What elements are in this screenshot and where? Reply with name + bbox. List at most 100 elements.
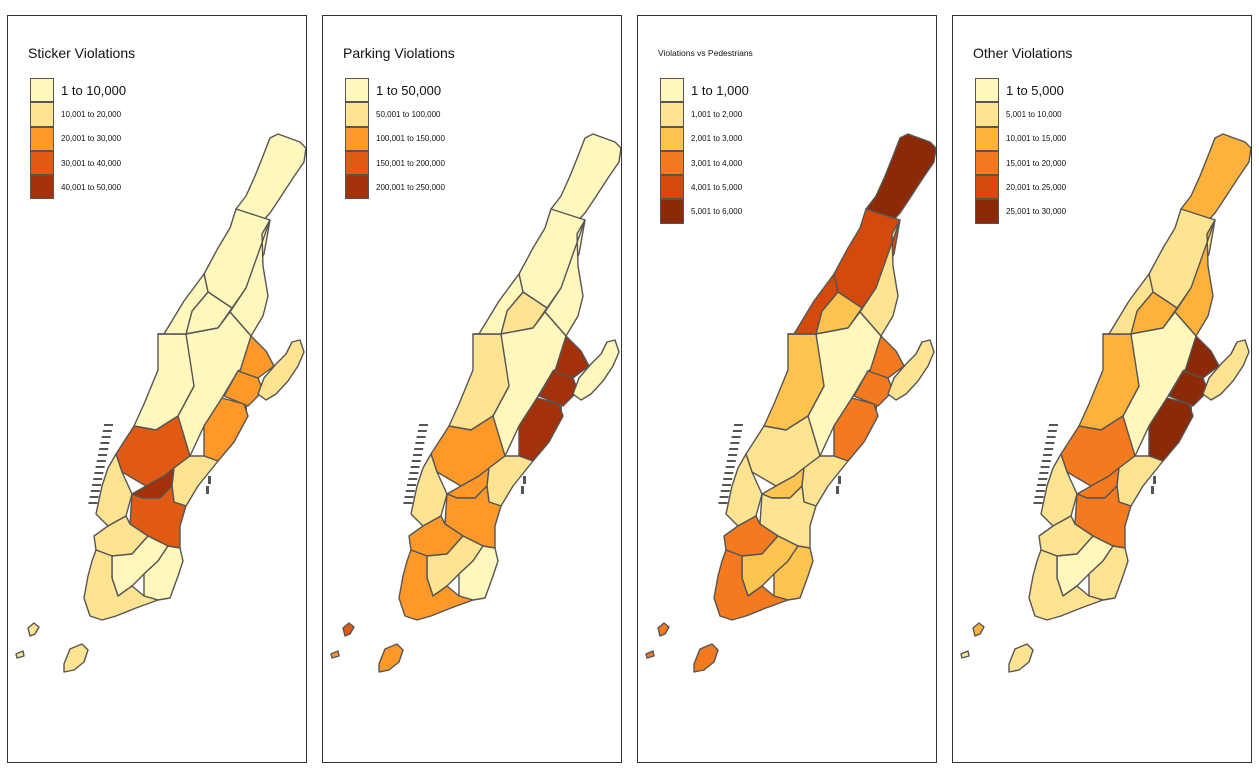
legend-swatch <box>660 150 684 176</box>
pier-mark <box>89 496 99 498</box>
legend-label: 3,001 to 4,000 <box>691 158 743 168</box>
legend-item: 1 to 10,000 <box>30 78 127 103</box>
region-upper-east <box>229 219 271 337</box>
legend-swatch <box>975 102 999 127</box>
legend-item: 15,001 to 20,000 <box>975 150 1066 176</box>
legend-item: 1 to 1,000 <box>660 78 749 103</box>
legend-swatch <box>30 175 54 200</box>
pier-mark <box>413 454 422 456</box>
legend-label: 1 to 10,000 <box>61 82 127 98</box>
region-islet2 <box>15 650 25 659</box>
pier-mark <box>414 448 424 450</box>
legend-label: 1 to 1,000 <box>691 82 749 98</box>
pier-mark <box>1043 454 1052 456</box>
legend-label: 50,001 to 100,000 <box>376 109 441 119</box>
pier-mark <box>100 442 110 444</box>
pier-mark <box>1040 466 1050 468</box>
legend-label: 40,001 to 50,000 <box>61 182 122 192</box>
legend-item: 1,001 to 2,000 <box>660 102 749 127</box>
pier-mark <box>102 430 112 432</box>
region-roosevelt <box>257 339 305 401</box>
pier-mark <box>1034 496 1044 498</box>
region-uws <box>787 273 839 335</box>
legend-swatch <box>345 78 369 103</box>
legend-label: 20,001 to 30,000 <box>61 134 122 144</box>
pier-mark <box>729 448 739 450</box>
legend-item: 25,001 to 30,000 <box>975 199 1066 224</box>
pier-mark <box>88 502 98 504</box>
legend-item: 200,001 to 250,000 <box>345 175 445 200</box>
legend-swatch <box>975 78 999 103</box>
legend-swatch <box>30 78 54 103</box>
pier-mark <box>730 442 740 444</box>
region-fidi <box>1028 549 1104 621</box>
pier-mark <box>1044 448 1054 450</box>
pier-mark <box>836 486 839 494</box>
region-uws <box>1102 273 1154 335</box>
pier-mark <box>1038 478 1048 480</box>
region-lower-e <box>773 545 814 601</box>
pier-mark <box>1153 476 1156 484</box>
pier-mark <box>521 486 524 494</box>
pier-mark <box>206 486 209 494</box>
pier-mark <box>410 466 420 468</box>
pier-mark <box>1041 460 1051 462</box>
legend-item: 5,001 to 6,000 <box>660 199 749 224</box>
map-panel-3: Violations vs Pedestrians 1 to 1,000 1,001… <box>637 15 937 763</box>
region-midtown-e <box>801 455 849 507</box>
legend-swatch <box>30 150 54 176</box>
pier-mark <box>722 484 731 486</box>
legend-label: 150,001 to 200,000 <box>376 158 445 168</box>
legend-item: 10,001 to 20,000 <box>30 102 126 127</box>
pier-mark <box>724 472 734 474</box>
pier-mark <box>93 478 103 480</box>
legend-label: 4,001 to 5,000 <box>691 182 743 192</box>
pier-mark <box>720 490 730 492</box>
legend-item: 1 to 50,000 <box>345 78 445 103</box>
legend-label: 30,001 to 40,000 <box>61 158 122 168</box>
pier-mark <box>1039 472 1049 474</box>
region-fidi <box>398 549 474 621</box>
pier-mark <box>404 496 414 498</box>
legend-item: 30,001 to 40,000 <box>30 150 126 176</box>
legend-item: 40,001 to 50,000 <box>30 175 126 200</box>
region-lower-e <box>458 545 499 601</box>
legend-item: 5,001 to 10,000 <box>975 102 1066 127</box>
region-uws <box>472 273 524 335</box>
pier-mark <box>1035 490 1045 492</box>
pier-mark <box>1046 436 1056 438</box>
pier-mark <box>1045 442 1055 444</box>
legend-swatch <box>660 78 684 103</box>
region-east2 <box>538 370 579 407</box>
pier-mark <box>415 442 425 444</box>
panel-title: Violations vs Pedestrians <box>658 48 753 58</box>
region-islet1 <box>27 622 40 637</box>
legend-swatch <box>345 150 369 176</box>
pier-mark <box>92 484 101 486</box>
region-north <box>235 133 306 227</box>
legend: 1 to 5,000 5,001 to 10,000 10,001 to 15,00… <box>975 78 1066 224</box>
pier-mark <box>98 454 107 456</box>
region-lower-e <box>1088 545 1129 601</box>
pier-mark <box>718 502 728 504</box>
pier-mark <box>734 424 743 426</box>
region-roosevelt <box>1202 339 1250 401</box>
region-islet1 <box>972 622 985 637</box>
legend-label: 100,001 to 150,000 <box>376 134 445 144</box>
legend-swatch <box>30 126 54 151</box>
pier-mark <box>523 476 526 484</box>
region-north <box>1180 133 1251 227</box>
legend-swatch <box>975 175 999 200</box>
legend-swatch <box>345 175 369 200</box>
pier-mark <box>411 460 421 462</box>
pier-mark <box>728 454 737 456</box>
region-islet1 <box>657 622 670 637</box>
legend-label: 5,001 to 6,000 <box>691 207 743 217</box>
legend-item: 150,001 to 200,000 <box>345 150 445 176</box>
pier-mark <box>208 476 211 484</box>
legend-swatch <box>30 102 54 127</box>
pier-mark <box>94 472 104 474</box>
region-fidi <box>83 549 159 621</box>
legend-item: 50,001 to 100,000 <box>345 102 445 127</box>
region-fidi <box>713 549 789 621</box>
